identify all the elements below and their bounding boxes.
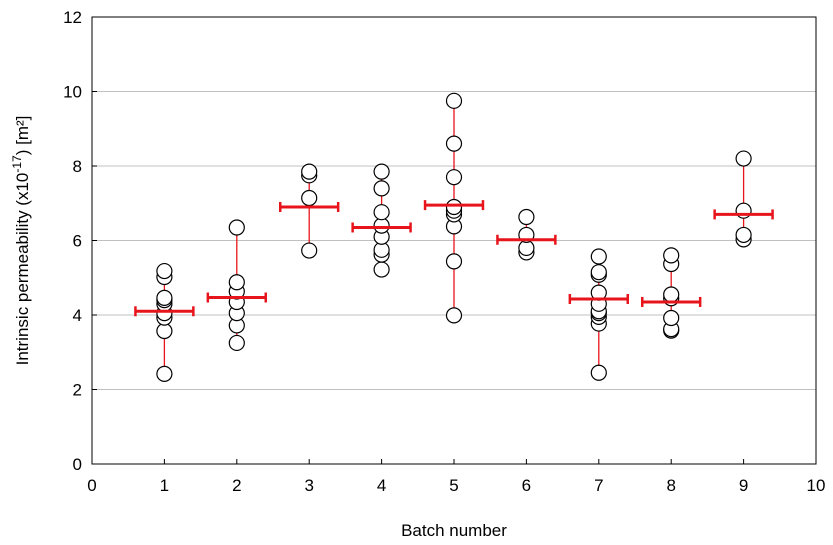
data-point-batch-1-1 [156, 322, 173, 340]
data-point-batch-8-6 [663, 247, 680, 264]
data-point-batch-5-0 [445, 307, 463, 324]
mean-marker-batch-4 [351, 222, 412, 233]
data-point-batch-1-0 [156, 365, 173, 382]
y-axis-label-main: Intrinsic permeability (x10 [13, 173, 32, 366]
mean-markers [134, 200, 774, 317]
y-tick-label-0: 0 [73, 455, 82, 474]
x-tick-label-2: 2 [232, 476, 241, 495]
x-tick-label-4: 4 [377, 476, 386, 495]
mean-marker-batch-2 [206, 292, 268, 303]
data-points [156, 92, 752, 382]
y-axis-label-superscript: -17 [10, 155, 24, 173]
y-tick-label-2: 2 [73, 381, 82, 400]
data-point-batch-4-6 [373, 180, 390, 197]
data-point-batch-3-0 [301, 242, 318, 259]
x-tick-label-8: 8 [666, 476, 675, 495]
x-tick-label-5: 5 [449, 476, 458, 495]
data-point-batch-9-2 [735, 202, 752, 219]
data-point-batch-5-1 [445, 253, 463, 270]
data-point-batch-7-8 [590, 264, 607, 281]
y-axis-label-tail: ) [m²] [13, 116, 32, 156]
data-point-batch-7-0 [590, 364, 607, 381]
data-point-batch-2-0 [228, 334, 245, 352]
mean-marker-batch-9 [713, 209, 774, 220]
x-tick-label-7: 7 [594, 476, 603, 495]
y-tick-label-4: 4 [73, 306, 82, 325]
mean-marker-batch-3 [278, 201, 340, 212]
data-point-batch-3-1 [301, 189, 318, 207]
data-point-batch-1-6 [156, 289, 173, 306]
data-point-batch-5-7 [445, 135, 463, 152]
data-point-batch-5-6 [445, 169, 463, 186]
mean-marker-batch-6 [496, 234, 557, 245]
data-point-batch-6-3 [518, 208, 535, 226]
data-point-batch-3-3 [301, 163, 318, 180]
data-point-batch-2-5 [228, 274, 245, 291]
data-point-batch-4-5 [373, 204, 390, 221]
y-tick-label-6: 6 [73, 232, 82, 251]
mean-marker-batch-5 [423, 200, 485, 211]
data-point-batch-4-4 [373, 217, 390, 234]
data-point-batch-4-0 [373, 261, 390, 278]
data-point-batch-1-8 [156, 262, 173, 280]
y-tick-label-8: 8 [73, 157, 82, 176]
mean-marker-batch-1 [134, 306, 195, 317]
mean-marker-batch-8 [640, 296, 702, 307]
data-point-batch-9-1 [735, 226, 752, 244]
data-point-batch-5-5 [445, 198, 463, 216]
data-point-batch-9-3 [735, 150, 752, 167]
x-tick-label-9: 9 [739, 476, 748, 495]
y-tick-label-10: 10 [63, 83, 82, 102]
data-point-batch-8-4 [663, 286, 680, 303]
data-point-batch-2-6 [228, 219, 245, 236]
data-point-batch-7-9 [590, 248, 607, 265]
x-tick-label-1: 1 [160, 476, 169, 495]
data-point-batch-8-2 [663, 309, 680, 327]
data-point-batch-5-8 [445, 92, 463, 109]
y-tick-label-12: 12 [63, 8, 82, 27]
mean-marker-batch-7 [568, 293, 630, 304]
y-axis-label: Intrinsic permeability (x10-17) [m²] [10, 116, 32, 366]
x-tick-label-0: 0 [87, 476, 96, 495]
data-point-batch-4-7 [373, 163, 390, 180]
x-tick-label-3: 3 [304, 476, 313, 495]
x-tick-label-6: 6 [522, 476, 531, 495]
x-axis-label: Batch number [401, 521, 507, 540]
x-tick-label-10: 10 [807, 476, 826, 495]
